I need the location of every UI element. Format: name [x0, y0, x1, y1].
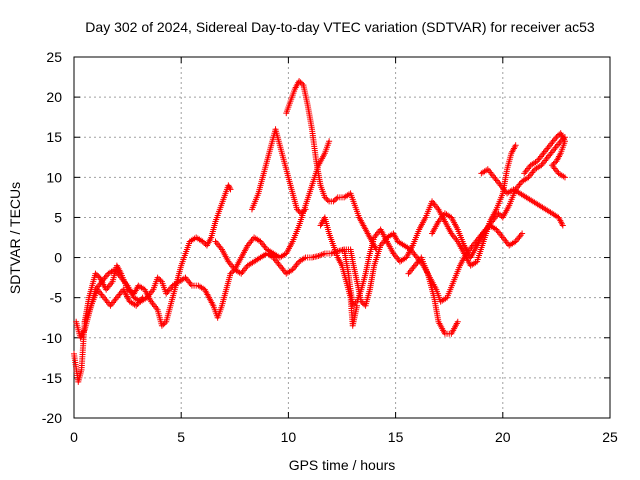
- data-point-trace-5: [296, 78, 303, 85]
- plot-frame: [73, 56, 611, 419]
- data-point-trace-12: [139, 294, 146, 301]
- data-point-trace-1: [93, 271, 100, 278]
- data-point-trace-10: [554, 132, 561, 139]
- data-point-trace-5: [330, 198, 337, 205]
- data-point-trace-4: [295, 207, 302, 214]
- x-tick-label: 15: [388, 429, 404, 445]
- data-point-trace-2: [495, 210, 502, 217]
- data-point-trace-9: [559, 222, 566, 229]
- data-point-trace-5: [298, 80, 305, 87]
- x-tick-label: 25: [602, 429, 618, 445]
- y-tick-label: 15: [46, 129, 62, 145]
- y-tick-label: -10: [42, 330, 62, 346]
- data-point-trace-2: [157, 277, 164, 284]
- x-axis-label: GPS time / hours: [289, 457, 396, 473]
- tick-labels: 0 5 10 15 20 25 -20 -15 -10 -5 0 5 10 15 20 25: [42, 49, 618, 445]
- data-point-trace-5: [323, 195, 330, 202]
- data-point-trace-5: [331, 197, 338, 204]
- data-point-trace-7: [454, 318, 461, 325]
- y-tick-label: 20: [46, 89, 62, 105]
- data-point-trace-1: [160, 321, 167, 328]
- data-point-trace-10: [551, 159, 558, 166]
- data-point-trace-2: [227, 270, 234, 277]
- data-point-trace-1: [158, 322, 165, 329]
- axis-ticks: [73, 56, 611, 419]
- x-tick-label: 5: [177, 429, 185, 445]
- data-point-trace-4: [298, 210, 305, 217]
- data-point-trace-5: [297, 79, 304, 86]
- y-axis-label: SDTVAR / TECUs: [7, 182, 23, 294]
- data-point-trace-1: [95, 273, 102, 280]
- data-point-trace-1: [225, 182, 232, 189]
- data-point-trace-1: [201, 239, 208, 246]
- data-point-trace-11: [354, 302, 361, 309]
- y-tick-label: 10: [46, 169, 62, 185]
- x-tick-label: 20: [495, 429, 511, 445]
- y-tick-label: 5: [54, 209, 62, 225]
- data-point-trace-1: [227, 186, 234, 193]
- data-point-trace-1: [226, 183, 233, 190]
- data-point-trace-10: [553, 158, 560, 165]
- y-tick-label: -5: [50, 290, 63, 306]
- y-tick-label: 0: [54, 250, 62, 266]
- data-point-trace-4: [301, 207, 308, 214]
- y-tick-label: -20: [42, 410, 62, 426]
- data-point-trace-6: [512, 142, 519, 149]
- data-point-trace-1: [199, 238, 206, 245]
- data-point-trace-5: [321, 194, 328, 201]
- data-point-trace-8: [519, 230, 526, 237]
- data-point-trace-5: [333, 195, 340, 202]
- data-marks: [71, 78, 568, 385]
- data-point-trace-1: [226, 185, 233, 192]
- data-point-trace-2: [154, 274, 161, 281]
- data-point-trace-6: [352, 300, 359, 307]
- data-point-trace-4: [302, 206, 309, 213]
- data-point-trace-1: [92, 270, 99, 277]
- y-tick-label: -15: [42, 370, 62, 386]
- data-point-trace-2: [496, 211, 503, 218]
- x-tick-label: 0: [70, 429, 78, 445]
- data-point-trace-2: [156, 275, 163, 282]
- data-point-trace-3: [326, 138, 333, 145]
- grid: [74, 57, 610, 418]
- data-point-trace-10: [561, 174, 568, 181]
- chart-title: Day 302 of 2024, Sidereal Day-to-day VTE…: [85, 19, 595, 35]
- data-point-trace-5: [373, 246, 380, 253]
- data-point-trace-4: [293, 206, 300, 213]
- x-tick-label: 10: [281, 429, 297, 445]
- y-tick-label: 25: [46, 49, 62, 65]
- data-point-trace-5: [324, 197, 331, 204]
- data-point-trace-1: [161, 320, 168, 327]
- data-point-trace-2: [359, 300, 366, 307]
- data-point-trace-4: [299, 209, 306, 216]
- data-point-trace-10: [553, 134, 560, 141]
- data-point-trace-2: [228, 269, 235, 276]
